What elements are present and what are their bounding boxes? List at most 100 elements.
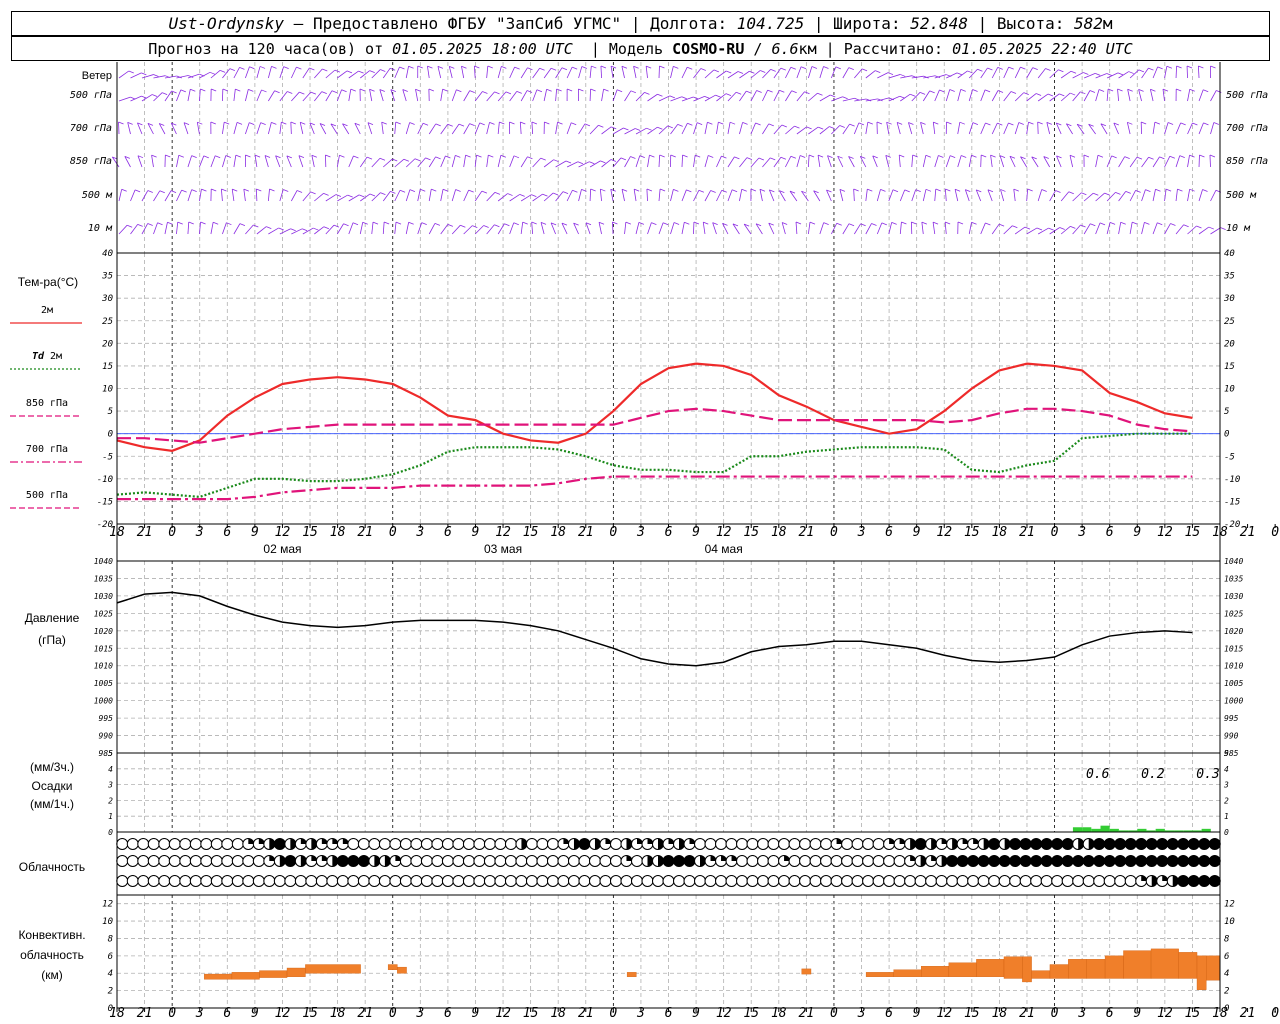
y-tick-label-left: -10 — [97, 475, 113, 485]
x-tick-label: 21 — [799, 525, 815, 540]
y-tick-label-right: 3 — [1223, 781, 1229, 790]
convective-cloud-panel: Конвективн.облачность(км) — [18, 928, 1221, 990]
y-tick-label-left: 2 — [108, 987, 113, 997]
wind-barb-flag — [211, 188, 217, 192]
y-tick-label-left: 2 — [108, 796, 113, 805]
cloud-symbol — [410, 838, 423, 850]
cloud-symbol — [494, 838, 507, 850]
precip-unit-bottom: (мм/1ч.) — [30, 797, 74, 811]
wind-barb-flag — [600, 188, 606, 192]
wind-barb-flag — [967, 70, 973, 74]
cloud-symbol — [137, 875, 150, 887]
cloud-symbol-fill — [626, 838, 632, 850]
wind-barb — [448, 66, 453, 79]
wind-barb-flag — [302, 228, 308, 232]
x-tick-label: 9 — [913, 525, 921, 540]
wind-barb — [681, 67, 688, 79]
cloud-symbol — [210, 838, 223, 850]
wind-barb-flag — [646, 188, 653, 192]
y-tick-label-left: 985 — [99, 749, 114, 758]
wind-barb-flag — [522, 221, 528, 225]
wind-barb-flag — [1127, 121, 1133, 125]
cloud-symbol-fill — [573, 838, 580, 850]
wind-barb-flag — [1070, 70, 1077, 74]
wind-barb-flag — [984, 89, 991, 93]
cloud-symbol — [746, 838, 759, 850]
wind-barb — [1113, 122, 1119, 135]
wind-barb — [727, 189, 733, 202]
wind-barb-flag — [848, 156, 854, 159]
wind-barb-flag — [990, 154, 996, 158]
wind-barb-flag — [1023, 92, 1029, 95]
wind-barb-flag — [1145, 189, 1151, 193]
x-tick-label: 18 — [330, 1006, 346, 1021]
wind-barb-flag — [911, 221, 917, 225]
wind-barb — [704, 94, 716, 102]
wind-barb-flag — [713, 69, 719, 73]
wind-barb — [243, 189, 246, 202]
cloud-symbol-fill — [374, 855, 380, 867]
x-tick-label: 15 — [743, 525, 759, 540]
wind-barb — [427, 66, 430, 79]
wind-barb — [555, 191, 564, 202]
wind-barb-flag — [134, 189, 141, 193]
wind-barb-flag — [369, 193, 376, 197]
y-tick-label-left: 5 — [108, 407, 113, 417]
wind-barb-flag — [1176, 88, 1182, 92]
wind-barb-flag — [260, 122, 266, 125]
cloud-symbol-fill — [973, 838, 979, 844]
cloud-symbol — [536, 855, 549, 867]
wind-barb-flag — [342, 123, 348, 127]
wind-barb-flag — [908, 122, 914, 125]
wind-barb-flag — [481, 190, 488, 194]
wind-barb — [968, 155, 972, 168]
precipitation-panel: (мм/3ч.)Осадки(мм/1ч.)0.6 0.2 0.3 — [30, 760, 1220, 832]
wind-barb-flag — [323, 226, 330, 230]
wind-barb — [336, 89, 342, 102]
wind-barb — [854, 68, 863, 79]
y-tick-label-left: 20 — [102, 339, 113, 349]
wind-barb-flag — [127, 224, 133, 228]
wind-barb-flag — [767, 89, 773, 93]
wind-barb — [314, 226, 325, 235]
wind-barb-flag — [494, 91, 500, 95]
wind-barb-flag — [197, 121, 203, 125]
convective-cloud-bar — [976, 959, 1005, 977]
wind-barb — [911, 92, 921, 102]
wind-barb — [509, 222, 515, 235]
wind-barb — [1187, 155, 1190, 168]
cloud-symbol — [651, 875, 664, 887]
wind-barb-flag — [1186, 65, 1193, 69]
wind-barb-flag — [1048, 227, 1054, 231]
cloud-symbol-fill — [269, 855, 275, 861]
wind-barb — [451, 155, 456, 168]
cloud-symbol — [483, 875, 496, 887]
x-tick-label: 9 — [472, 525, 480, 540]
wind-barb — [394, 222, 397, 235]
cloud-symbol — [1051, 875, 1064, 887]
cloud-symbol-fill — [663, 855, 674, 867]
wind-barb — [681, 154, 683, 168]
wind-barb-flag — [755, 122, 761, 126]
wind-barb — [302, 191, 311, 202]
cloud-symbol — [473, 855, 486, 867]
wind-barb-flag — [598, 124, 604, 128]
wind-barb — [1069, 155, 1074, 168]
forecast-from: 01.05.2025 18:00 UTC — [392, 39, 573, 58]
cloud-symbol — [578, 875, 591, 887]
wind-barb-flag — [437, 65, 444, 69]
wind-barb — [1072, 192, 1082, 202]
wind-barb-flag — [621, 65, 628, 69]
wind-barb — [1060, 191, 1070, 202]
wind-barb-flag — [932, 221, 939, 225]
wind-barb — [578, 161, 590, 168]
convective-cloud-bar — [1206, 955, 1221, 981]
wind-barb — [486, 155, 489, 168]
wind-barb-flag — [826, 189, 832, 193]
wind-barb-flag — [557, 121, 563, 125]
cloud-symbol — [567, 875, 580, 887]
wind-barb — [509, 66, 516, 79]
convective-cloud-bar — [921, 966, 950, 977]
wind-barb-flag — [620, 157, 627, 161]
wind-barb — [716, 122, 719, 135]
